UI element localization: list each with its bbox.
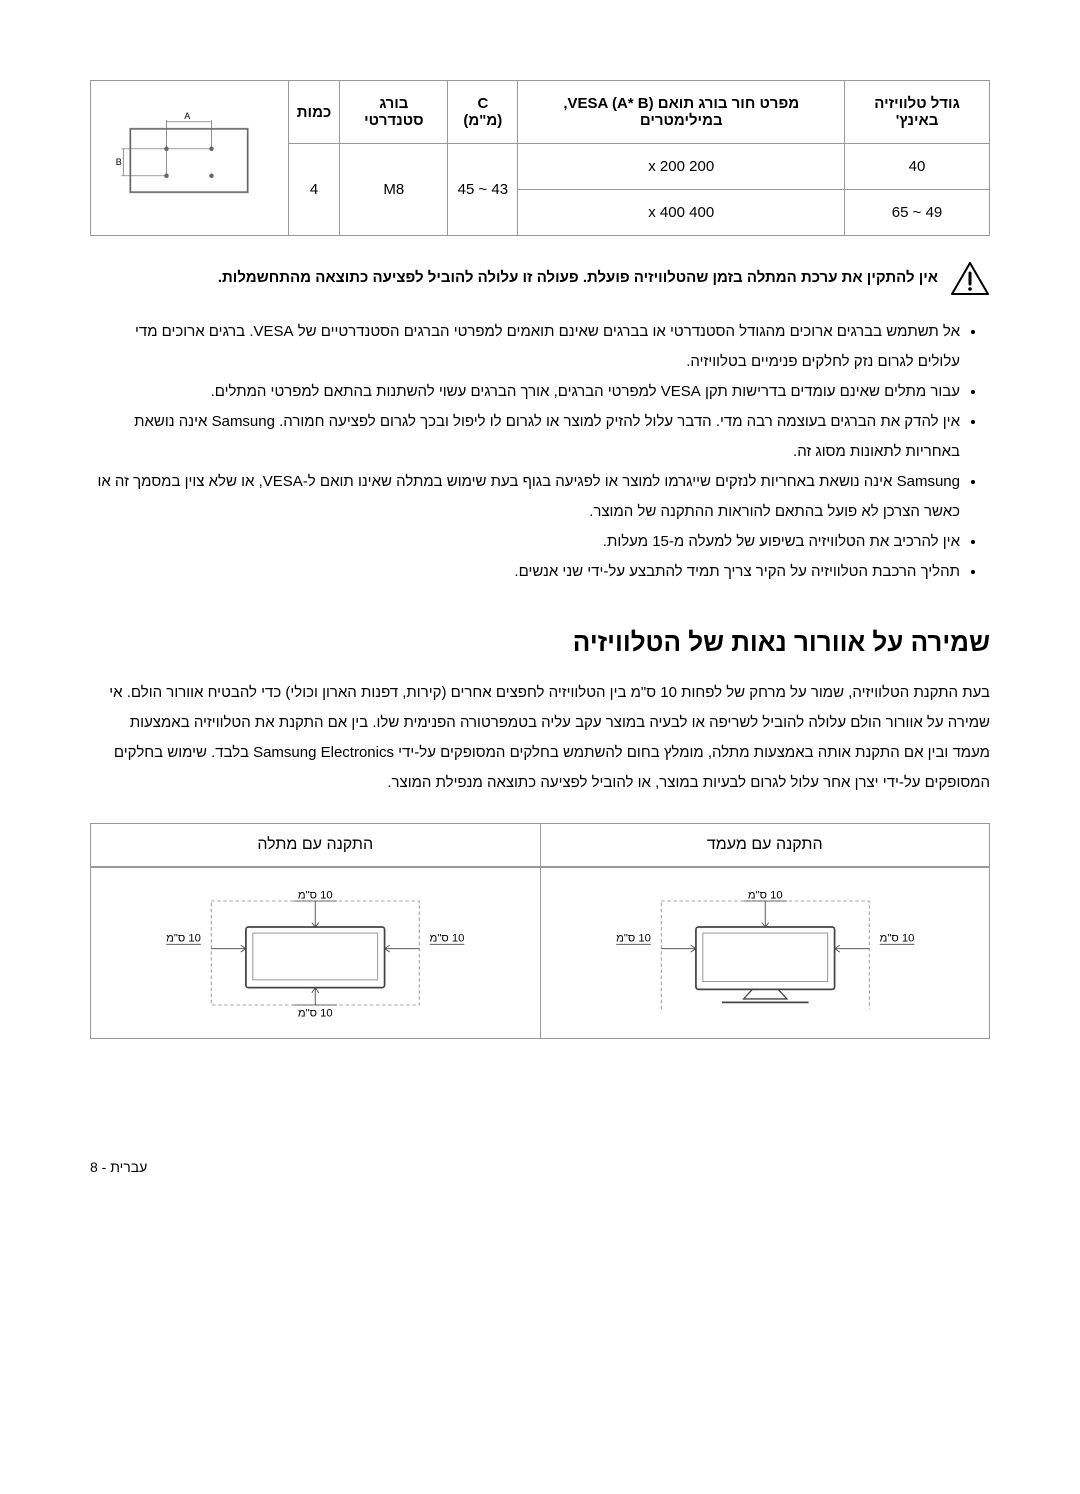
tv-back-diagram-cell: A B (91, 81, 289, 236)
bullet-2: אין להדק את הברגים בעוצמה רבה מדי. הדבר … (90, 407, 960, 467)
diagram-label-b: B (116, 157, 122, 167)
svg-text:10 ס"מ: 10 ס"מ (879, 933, 914, 945)
install-stand-diagram: 10 ס"מ 10 ס"מ 10 ס"מ (541, 868, 990, 1038)
install-mount-title: התקנה עם מתלה (91, 824, 540, 867)
th-c: C (מ"מ) (448, 81, 518, 144)
svg-text:10 ס"מ: 10 ס"מ (166, 933, 201, 945)
bullet-3: Samsung אינה נושאת באחריות לנזקים שייגרמ… (90, 467, 960, 527)
stand-diagram-icon: 10 ס"מ 10 ס"מ 10 ס"מ (571, 888, 960, 1018)
warning-text: אין להתקין את ערכת המתלה בזמן שהטלוויזיה… (218, 261, 938, 286)
cell-vesa-0: 200 x 200 (518, 144, 845, 190)
th-qty: כמות (288, 81, 340, 144)
install-mount-diagram: 10 ס"מ 10 ס"מ 10 ס"מ 10 ס"מ (91, 868, 540, 1038)
ventilation-body-text: בעת התקנת הטלוויזיה, שמור על מרחק של לפח… (90, 678, 990, 798)
cell-size-0: 40 (845, 144, 990, 190)
svg-text:10 ס"מ: 10 ס"מ (747, 889, 782, 901)
page-footer: עברית - 8 (90, 1159, 990, 1175)
svg-text:10 ס"מ: 10 ס"מ (430, 933, 465, 945)
th-screw: בורג סטנדרטי (340, 81, 448, 144)
bullet-5: תהליך הרכבת הטלוויזיה על הקיר צריך תמיד … (90, 557, 960, 587)
cell-qty: 4 (288, 144, 340, 236)
th-tv-size: גודל טלוויזיה באינץ' (845, 81, 990, 144)
svg-text:10 ס"מ: 10 ס"מ (616, 933, 651, 945)
th-vesa: מפרט חור בורג תואם VESA ‎(A* B)‎, במילימ… (518, 81, 845, 144)
tv-back-diagram-icon: A B (114, 111, 264, 201)
bullet-0: אל תשתמש בברגים ארוכים מהגודל הסטנדרטי א… (90, 317, 960, 377)
cell-vesa-1: 400 x 400 (518, 190, 845, 236)
install-table: התקנה עם מעמד התקנה עם מתלה 10 ס"מ (90, 823, 990, 1039)
diagram-label-a: A (185, 111, 191, 121)
section-title-ventilation: שמירה על אוורור נאות של הטלוויזיה (90, 627, 990, 658)
svg-text:10 ס"מ: 10 ס"מ (298, 1007, 333, 1018)
mount-diagram-icon: 10 ס"מ 10 ס"מ 10 ס"מ 10 ס"מ (121, 888, 510, 1018)
cell-screw: M8 (340, 144, 448, 236)
warning-bullets: אל תשתמש בברגים ארוכים מהגודל הסטנדרטי א… (90, 317, 990, 587)
vesa-spec-table: גודל טלוויזיה באינץ' מפרט חור בורג תואם … (90, 80, 990, 236)
cell-size-1: 49 ~ 65 (845, 190, 990, 236)
warning-row: אין להתקין את ערכת המתלה בזמן שהטלוויזיה… (90, 261, 990, 297)
svg-text:10 ס"מ: 10 ס"מ (298, 889, 333, 901)
bullet-4: אין להרכיב את הטלוויזיה בשיפוע של למעלה … (90, 527, 960, 557)
install-stand-title: התקנה עם מעמד (541, 824, 990, 867)
cell-c: 43 ~ 45 (448, 144, 518, 236)
bullet-1: עבור מתלים שאינם עומדים בדרישות תקן VESA… (90, 377, 960, 407)
warning-triangle-icon (950, 261, 990, 297)
